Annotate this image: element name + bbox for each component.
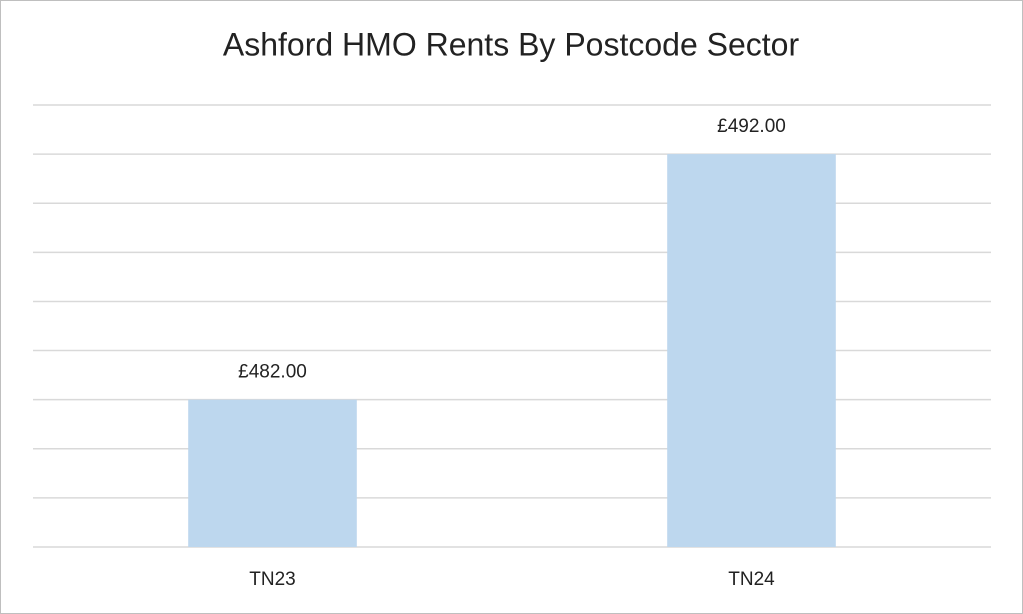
chart-title: Ashford HMO Rents By Postcode Sector xyxy=(223,26,800,62)
x-tick-label: TN24 xyxy=(728,569,775,590)
bar xyxy=(188,399,357,547)
data-label: £492.00 xyxy=(717,116,786,137)
data-label: £482.00 xyxy=(238,362,307,383)
bar xyxy=(667,154,836,547)
x-tick-label: TN23 xyxy=(249,569,295,590)
